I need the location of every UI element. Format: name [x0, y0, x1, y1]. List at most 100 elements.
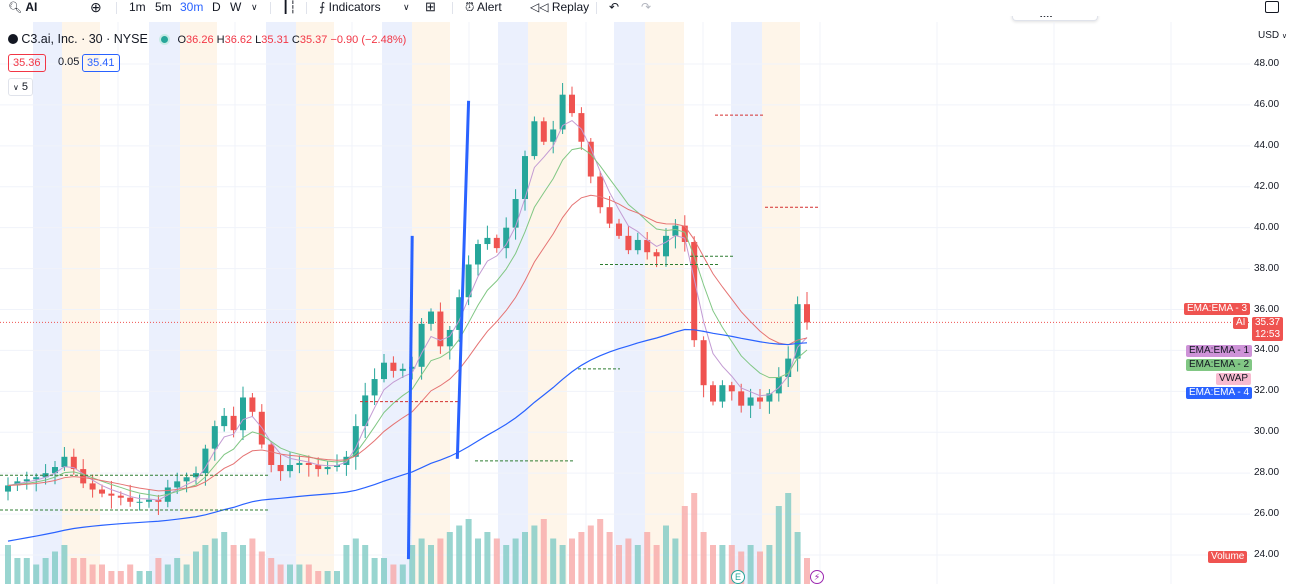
candle-body	[522, 156, 528, 200]
interval-30m[interactable]: 30m	[180, 0, 204, 14]
indicators-button[interactable]: ⨍ Indicators	[319, 0, 381, 16]
channel-upper-line	[455, 100, 471, 459]
volume-bar	[136, 571, 143, 584]
candle-body	[287, 464, 293, 472]
price-tick-label: 40.00	[1254, 221, 1280, 233]
volume-bar	[493, 538, 500, 584]
compare-symbol-icon[interactable]: ⊕	[90, 0, 102, 15]
alert-button[interactable]: ⏰︎ Alert	[465, 0, 502, 16]
volume-bar	[174, 558, 181, 584]
candle-body	[117, 495, 124, 498]
volume-bar	[362, 545, 369, 584]
volume-bar	[465, 519, 472, 584]
candle-body	[437, 311, 444, 347]
volume-bar	[399, 564, 406, 584]
candle-body	[757, 397, 763, 402]
candle-body	[146, 499, 152, 502]
interval-w[interactable]: W	[230, 0, 242, 14]
lightning-icon[interactable]: ⚡︎	[810, 570, 824, 584]
volume-bar	[569, 538, 575, 584]
candles-icon[interactable]: ┃┆	[282, 0, 297, 14]
volume-bar	[193, 551, 199, 584]
volume-bar	[334, 571, 340, 584]
candle-body	[305, 462, 312, 465]
volume-bar	[644, 532, 651, 584]
interval-d[interactable]: D	[212, 0, 221, 14]
candle-body	[127, 497, 134, 502]
chevron-down-icon[interactable]: ∨	[403, 2, 410, 12]
earnings-marker-icon[interactable]: E	[731, 570, 745, 584]
volume-bar	[117, 571, 124, 584]
chevron-down-icon[interactable]: ∨	[251, 2, 258, 12]
chart-legend: C3.ai, Inc. · 30 · NYSE O36.26 H36.62 L3…	[8, 32, 406, 46]
templates-icon[interactable]: ⊞	[425, 0, 436, 14]
indicators-icon: ⨍	[319, 0, 326, 14]
candle-body	[211, 426, 218, 449]
candle-body	[503, 227, 510, 249]
candle-body	[296, 462, 303, 465]
volume-bar	[747, 545, 754, 584]
session-band	[180, 22, 217, 584]
undo-icon[interactable]: ↶	[609, 0, 620, 14]
volume-bar	[277, 564, 284, 584]
volume-bar	[710, 545, 716, 584]
symbol-title[interactable]: C3.ai, Inc. · 30 · NYSE	[21, 32, 148, 46]
buy-price-button[interactable]: 35.41	[82, 54, 120, 72]
fullscreen-icon[interactable]	[1265, 1, 1279, 13]
currency-label[interactable]: USD ∨	[1258, 30, 1288, 41]
volume-bar	[663, 525, 669, 584]
candle-body	[362, 395, 369, 427]
price-tick-label: 34.00	[1254, 344, 1280, 356]
candle-body	[390, 362, 397, 371]
rewind-icon: ◁◁	[530, 0, 549, 14]
sell-price-button[interactable]: 35.36	[8, 54, 46, 72]
candle-body	[89, 483, 96, 490]
volume-bar	[418, 538, 425, 584]
candle-body	[475, 244, 481, 265]
session-band	[62, 22, 100, 584]
ema3-tag: EMA:EMA - 3	[1184, 303, 1251, 315]
candle-body	[371, 379, 378, 396]
volume-bar	[738, 551, 745, 584]
candle-body	[428, 311, 434, 324]
volume-bar	[352, 538, 359, 584]
candle-body	[456, 297, 463, 330]
candle-body	[334, 464, 340, 468]
candle-body	[108, 493, 115, 496]
chevron-down-icon: ∨	[1281, 33, 1288, 40]
symbol-search[interactable]: 🔍︎ AI	[8, 0, 37, 16]
volume-tag: Volume	[1208, 551, 1248, 563]
last-price-tag: 35.37 12:53	[1252, 317, 1284, 341]
candle-body	[634, 239, 641, 251]
candle-body	[202, 448, 209, 474]
search-icon: 🔍︎	[8, 2, 22, 14]
replay-button[interactable]: ◁◁ Replay	[530, 0, 589, 16]
candle-body	[277, 464, 284, 472]
candle-body	[550, 129, 557, 142]
volume-bar	[371, 558, 378, 584]
interval-1m[interactable]: 1m	[129, 0, 146, 14]
volume-bar	[625, 538, 632, 584]
alert-label: Alert	[477, 0, 502, 14]
candle-body	[268, 444, 275, 465]
volume-bar	[531, 525, 538, 584]
interval-5m[interactable]: 5m	[155, 0, 172, 14]
volume-bar	[653, 545, 660, 584]
volume-bar	[315, 571, 322, 584]
volume-bar	[99, 564, 105, 584]
candle-body	[249, 397, 256, 412]
indicators-collapse-button[interactable]: ∨ 5	[8, 78, 34, 96]
candle-body	[315, 464, 322, 470]
volume-bar	[672, 538, 679, 584]
volume-bar	[775, 506, 782, 584]
volume-bar	[475, 538, 481, 584]
candle-body	[155, 499, 162, 502]
volume-bar	[61, 545, 68, 584]
candle-body	[52, 467, 58, 474]
ema2-line	[7, 147, 808, 497]
volume-bar	[5, 545, 11, 584]
redo-icon[interactable]: ↷	[641, 0, 652, 14]
volume-bar	[155, 558, 162, 584]
candle-body	[747, 397, 754, 406]
